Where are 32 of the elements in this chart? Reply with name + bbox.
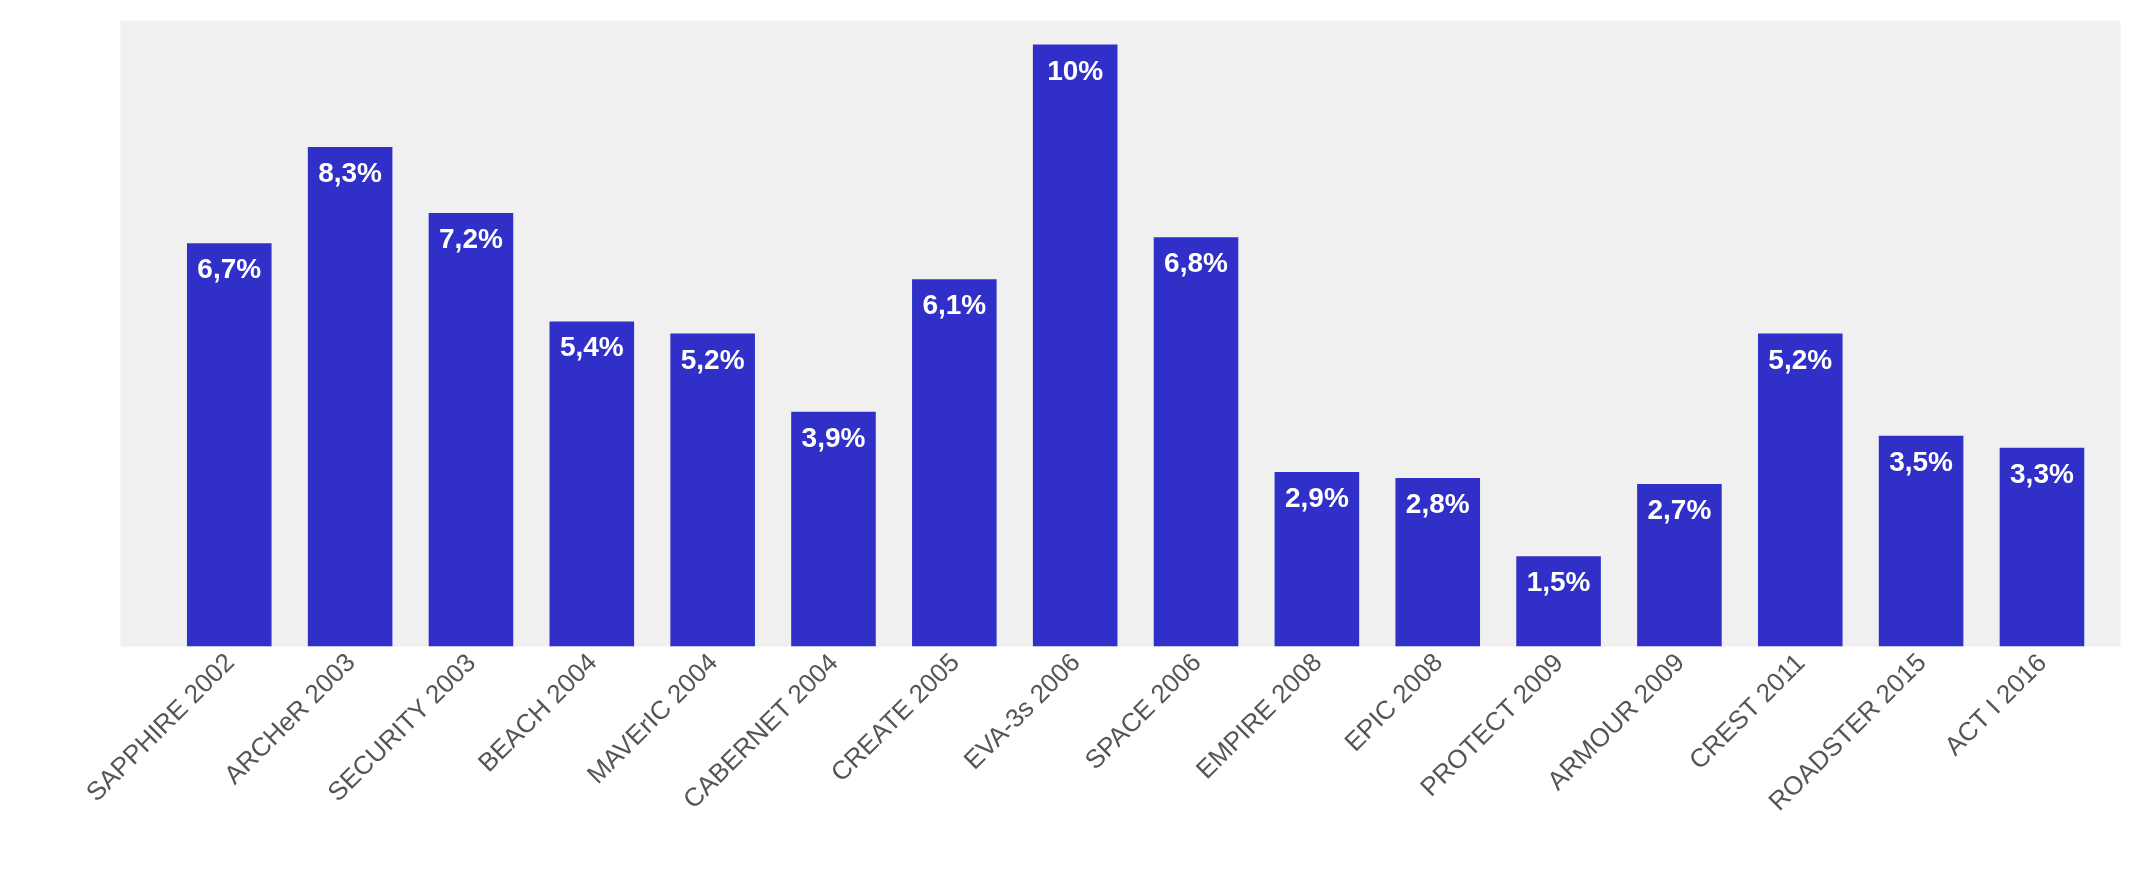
bar	[912, 279, 997, 647]
bar	[549, 321, 635, 647]
data-label: 3,3%	[2010, 457, 2074, 489]
data-label: 2,8%	[1405, 487, 1470, 519]
bar	[1274, 471, 1360, 647]
bar	[1516, 556, 1601, 647]
data-label: 7,2%	[439, 223, 503, 255]
data-label: 2,7%	[1647, 493, 1712, 525]
data-label: 2,9%	[1284, 481, 1349, 513]
data-label: 1,5%	[1526, 566, 1591, 598]
bar	[1395, 477, 1481, 647]
bar	[1757, 333, 1843, 647]
data-label: 6,7%	[197, 253, 262, 285]
bar	[307, 146, 393, 647]
data-label: 5,2%	[680, 343, 745, 375]
bar	[670, 333, 755, 647]
bar	[1999, 447, 2085, 647]
data-label: 5,2%	[1768, 343, 1833, 375]
bar	[791, 411, 876, 647]
data-label: 5,4%	[559, 331, 624, 363]
data-label: 6,8%	[1164, 247, 1229, 279]
bar	[1032, 44, 1118, 647]
bar	[1153, 237, 1239, 647]
data-label: 3,9%	[801, 421, 866, 453]
bar	[1878, 435, 1964, 647]
data-label: 10%	[1047, 54, 1104, 86]
bar	[1637, 483, 1722, 647]
bar	[428, 213, 514, 647]
bar	[186, 243, 272, 647]
data-label: 6,1%	[922, 289, 987, 321]
data-label: 8,3%	[318, 156, 383, 188]
data-label: 3,5%	[1889, 445, 1954, 477]
